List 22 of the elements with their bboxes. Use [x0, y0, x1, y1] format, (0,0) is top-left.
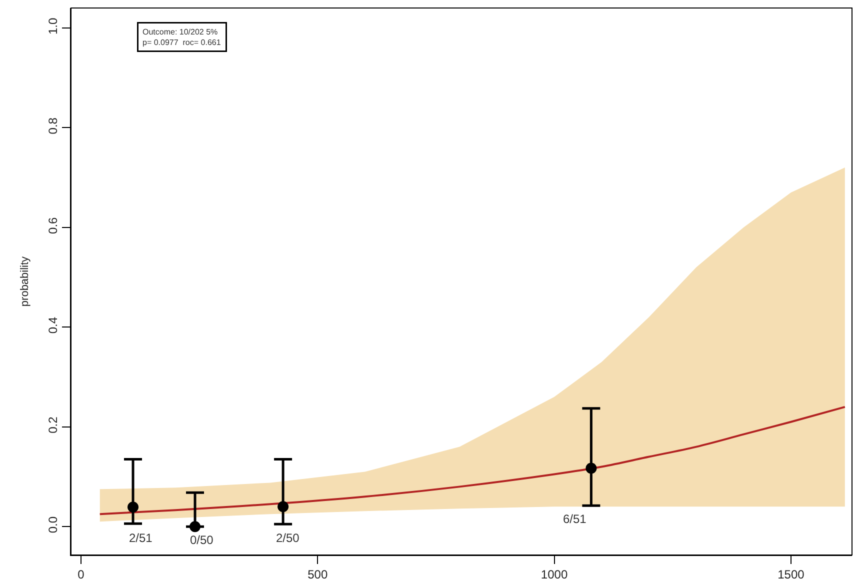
y-tick-label: 0.2 [46, 416, 60, 434]
annotation: p= 0.0977 roc= 0.661 [142, 38, 222, 47]
x-tick-label: 1500 [778, 567, 805, 582]
y-tick-label: 0.0 [46, 516, 60, 534]
annotation: 6/51 [563, 512, 587, 526]
annotation: 0/50 [190, 533, 214, 547]
y-tick-label: 0.4 [46, 316, 60, 334]
y-tick-label: 0.6 [46, 216, 60, 234]
y-tick-label: 1.0 [46, 17, 60, 34]
annotation: 2/51 [129, 531, 153, 545]
point [190, 521, 201, 532]
line-series [98, 406, 846, 516]
x-tick-label: 0 [78, 567, 85, 582]
annotation: 2/50 [276, 531, 300, 545]
y-axis-title: probability [18, 256, 31, 307]
y-tick-label: 0.8 [46, 117, 60, 134]
x-tick-label: 500 [308, 567, 328, 582]
point [586, 462, 597, 474]
annotation: Outcome: 10/202 5% [142, 28, 218, 36]
x-tick-label: 1000 [540, 567, 568, 582]
point [128, 502, 139, 513]
point [278, 501, 289, 512]
